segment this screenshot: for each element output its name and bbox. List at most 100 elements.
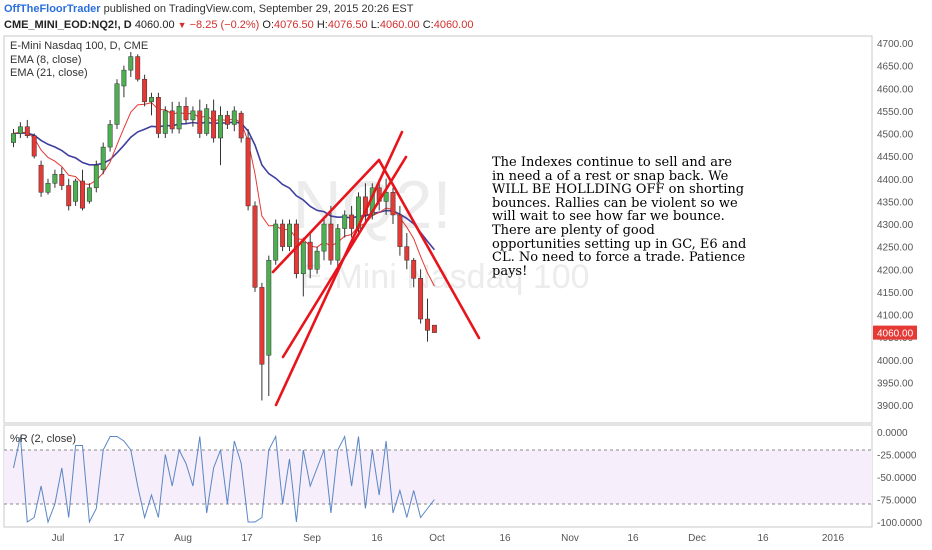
- y-tick-label: 4600.00: [877, 84, 914, 95]
- chart-canvas[interactable]: NQ2!E-Mini Nasdaq 1004700.004650.004600.…: [0, 34, 932, 550]
- x-tick-label: 16: [627, 533, 639, 544]
- close-label: C:: [422, 19, 434, 31]
- candle-body: [397, 214, 403, 247]
- symbol-label: CME_MINI_EOD:NQ2!, D: [4, 19, 132, 31]
- candle-body: [121, 69, 127, 87]
- candle-body: [218, 115, 223, 139]
- candle-body: [107, 124, 113, 148]
- candle-body: [404, 246, 410, 261]
- candle-body: [224, 115, 230, 125]
- symbol-header: CME_MINI_EOD:NQ2!, D 4060.00 ▼ −8.25 (−0…: [4, 19, 473, 31]
- candle-body: [162, 110, 168, 134]
- low-label: L:: [370, 19, 380, 31]
- x-tick-label: Oct: [429, 533, 445, 544]
- x-tick-label: 16: [371, 533, 383, 544]
- annotation-line: [377, 158, 481, 340]
- price-change: −8.25 (−0.2%): [189, 19, 260, 31]
- y-tick-label: 4450.00: [877, 152, 914, 163]
- x-tick-label: 17: [241, 533, 253, 544]
- open-label: O:: [262, 19, 275, 31]
- y-tick-label: 4300.00: [877, 220, 914, 231]
- wr-tick-label: -75.0000: [877, 496, 917, 507]
- williams-r-line: [13, 434, 435, 524]
- x-tick-label: Sep: [303, 533, 321, 544]
- candle-body: [149, 97, 154, 103]
- candle-body: [66, 185, 72, 207]
- publisher-link[interactable]: OffTheFloorTrader: [4, 3, 101, 15]
- y-tick-label: 4650.00: [877, 62, 914, 73]
- candle-body: [390, 192, 396, 216]
- x-tick-label: Dec: [688, 533, 706, 544]
- y-tick-label: 4500.00: [877, 130, 914, 141]
- annotation-line: [271, 158, 381, 274]
- down-arrow-icon: ▼: [177, 20, 187, 30]
- candle-body: [383, 192, 389, 202]
- candle-body: [86, 187, 92, 202]
- price-tag-label: 4060.00: [877, 329, 914, 340]
- candle-body: [321, 223, 327, 252]
- y-tick-label: 4700.00: [877, 39, 914, 50]
- candle-body: [342, 214, 348, 229]
- candle-body: [252, 205, 258, 288]
- candle-body: [197, 110, 203, 134]
- candle-body: [155, 97, 161, 134]
- candle-body: [73, 180, 79, 202]
- candle-body: [80, 180, 85, 209]
- y-tick-label: 4400.00: [877, 175, 914, 186]
- high-value: 4076.50: [327, 19, 368, 31]
- y-tick-label: 4100.00: [877, 311, 914, 322]
- x-tick-label: Nov: [561, 533, 579, 544]
- close-value: 4060.00: [433, 19, 474, 31]
- candle-body: [266, 259, 272, 356]
- wr-tick-label: -50.0000: [877, 473, 917, 484]
- candle-body: [231, 110, 237, 125]
- candle-body: [300, 241, 306, 275]
- x-tick-label: 17: [113, 533, 125, 544]
- x-tick-label: Jul: [52, 533, 65, 544]
- price-pane: [3, 35, 873, 424]
- ema21-legend: EMA (21, close): [10, 67, 88, 79]
- candle-body: [183, 106, 189, 121]
- published-text: published on TradingView.com, September …: [100, 3, 414, 15]
- y-tick-label: 3950.00: [877, 378, 914, 389]
- price-tag-bg: [873, 325, 917, 340]
- candle-body: [245, 137, 251, 207]
- candle-body: [273, 223, 279, 261]
- high-label: H:: [316, 19, 328, 31]
- publish-info: OffTheFloorTrader published on TradingVi…: [4, 3, 413, 15]
- candle-body: [307, 241, 313, 270]
- candle-body: [135, 56, 141, 80]
- x-tick-label: Aug: [174, 533, 192, 544]
- candle-body: [328, 223, 334, 261]
- wr-tick-label: -100.0000: [877, 518, 922, 529]
- y-tick-label: 4200.00: [877, 265, 914, 276]
- candle-body: [45, 183, 51, 193]
- open-value: 4076.50: [274, 19, 314, 31]
- candle-body: [24, 126, 30, 137]
- candle-body: [425, 318, 430, 331]
- candle-body: [259, 287, 265, 365]
- candle-body: [52, 173, 58, 184]
- wr-tick-label: -25.0000: [877, 451, 917, 462]
- y-tick-label: 4000.00: [877, 356, 914, 367]
- low-value: 4060.00: [379, 19, 420, 31]
- candle-body: [100, 146, 106, 170]
- candle-body: [11, 133, 16, 143]
- candle-body: [59, 173, 65, 186]
- candle-body: [38, 164, 44, 193]
- candle-body: [169, 110, 175, 130]
- x-tick-label: 16: [499, 533, 511, 544]
- candle-body: [335, 228, 341, 261]
- x-tick-label: 2016: [822, 533, 845, 544]
- annotation-text: The Indexes continue to sell and are in …: [492, 155, 747, 279]
- y-tick-label: 3900.00: [877, 401, 914, 412]
- x-tick-label: 16: [757, 533, 769, 544]
- candle-body: [31, 135, 37, 157]
- wr-band: [4, 450, 872, 504]
- candle-body: [128, 56, 134, 71]
- wr-tick-label: 0.0000: [877, 428, 908, 439]
- last-price: 4060.00: [134, 19, 175, 31]
- candle-body: [418, 278, 424, 320]
- candle-body: [204, 108, 210, 134]
- candle-body: [349, 214, 355, 229]
